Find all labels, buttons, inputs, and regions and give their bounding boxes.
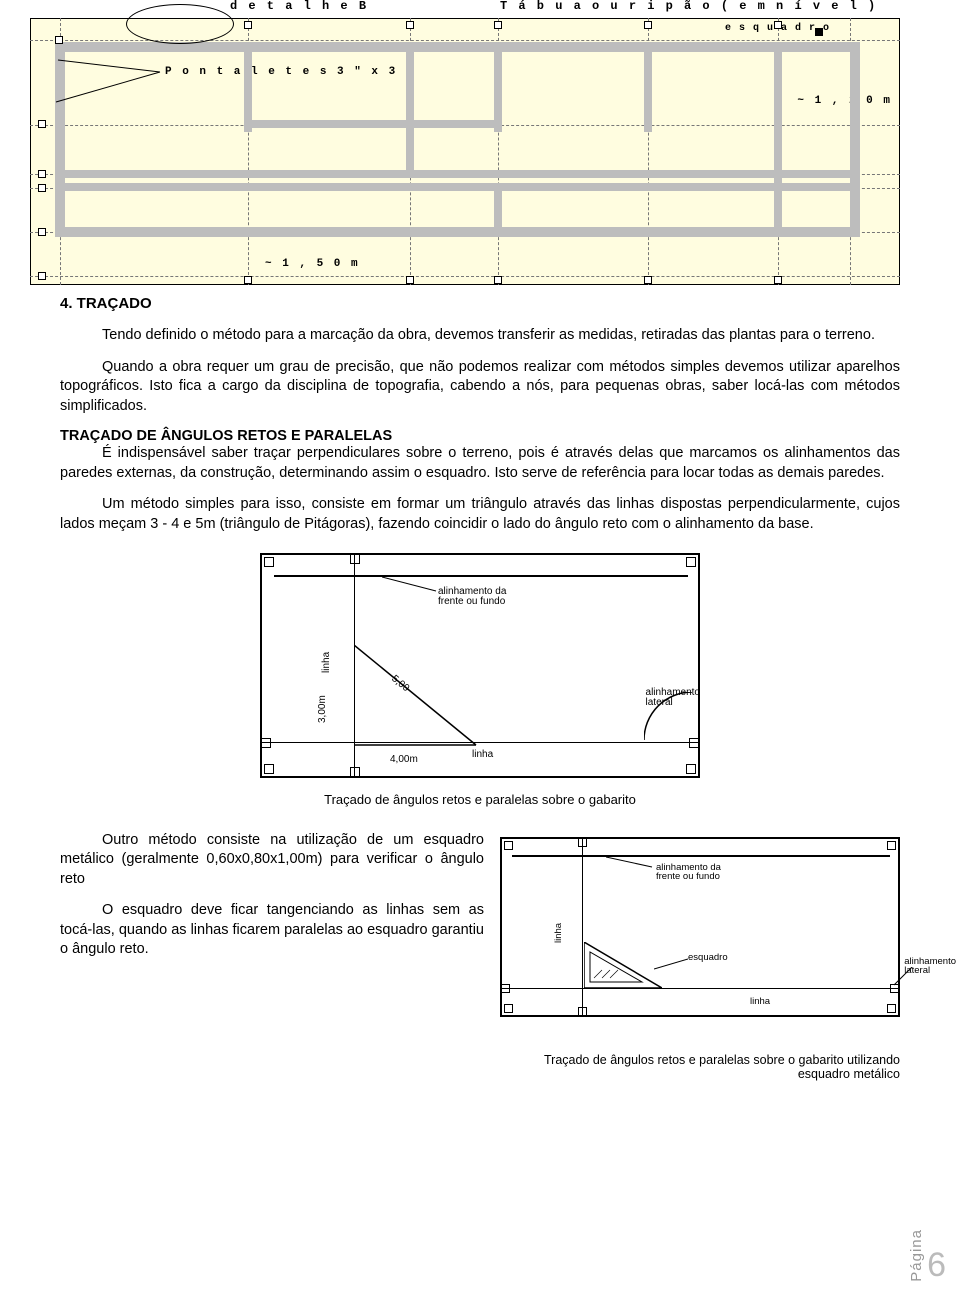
para-intro-2: Quando a obra requer um grau de precisão…: [60, 358, 900, 417]
section-heading-tracado: 4. TRAÇADO: [60, 295, 900, 312]
para-ang-2: Um método simples para isso, consiste em…: [60, 495, 900, 534]
top-technical-diagram: d e t a l h e B T á b u a o u r i p ã o …: [30, 0, 900, 285]
peg: [38, 272, 46, 280]
peg: [38, 184, 46, 192]
leader-icon: [892, 967, 912, 987]
mid-triangle-diagram: alinhamento da frente ou fundo linha 3,0…: [260, 553, 700, 778]
wall: [55, 170, 860, 178]
wall: [494, 186, 502, 232]
triangle-345-icon: [354, 645, 484, 750]
bottom-text-col: Outro método consiste na utilização de u…: [60, 831, 484, 972]
label-dim-bottom: ~ 1 , 5 0 m: [265, 258, 360, 270]
para-bottom-2: O esquadro deve ficar tangenciando as li…: [60, 901, 484, 960]
wall: [244, 120, 500, 128]
label-3m: 3,00m: [318, 695, 329, 723]
peg: [38, 228, 46, 236]
label-linha-h: linha: [472, 750, 493, 761]
page-number-value: 6: [927, 1248, 946, 1282]
label-linha-v: linha: [554, 922, 564, 942]
front-align: [512, 855, 890, 857]
leader-icon: [654, 957, 688, 971]
peg: [350, 767, 360, 777]
peg: [686, 557, 696, 567]
label-tabua: T á b u a o u r i p ã o ( e m n í v e l …: [500, 0, 877, 13]
leader-icon: [382, 575, 438, 593]
wall: [774, 42, 782, 237]
wall: [850, 42, 860, 237]
guide-h: [30, 276, 900, 277]
wall: [644, 42, 652, 132]
label-dim-right: ~ 1 , 2 0 m: [797, 95, 892, 107]
peg: [504, 841, 513, 850]
peg: [38, 120, 46, 128]
peg: [261, 738, 271, 748]
wall: [244, 42, 252, 132]
peg: [406, 21, 414, 29]
detalhe-b-ellipse: [126, 4, 234, 44]
peg: [774, 276, 782, 284]
peg: [494, 21, 502, 29]
page-number: Página 6: [908, 1229, 946, 1282]
peg: [774, 21, 782, 29]
peg: [264, 764, 274, 774]
para-ang-1: É indispensável saber traçar perpendicul…: [60, 444, 900, 483]
wall: [55, 227, 860, 237]
peg: [644, 276, 652, 284]
subheading-angulos: TRAÇADO DE ÂNGULOS RETOS E PARALELAS: [60, 428, 900, 444]
peg: [494, 276, 502, 284]
label-esquadro: esquadro: [688, 953, 728, 963]
esquadro-marker: [815, 28, 823, 36]
label-detalhe-b: d e t a l h e B: [230, 0, 368, 13]
esquadro-triangle-icon: [584, 942, 662, 988]
peg: [504, 1004, 513, 1013]
label-4m: 4,00m: [390, 755, 418, 766]
arrow-lines: [52, 58, 162, 106]
peg: [38, 170, 46, 178]
label-linha-v: linha: [322, 651, 333, 672]
page-number-label: Página: [908, 1229, 925, 1282]
peg: [350, 554, 360, 564]
peg: [686, 764, 696, 774]
peg: [244, 276, 252, 284]
peg: [887, 1004, 896, 1013]
peg: [644, 21, 652, 29]
caption-bottom-diagram: Traçado de ângulos retos e paralelas sob…: [500, 1053, 900, 1081]
wall: [494, 42, 502, 132]
wall: [406, 42, 414, 174]
front-align: [274, 575, 688, 577]
bottom-row: Outro método consiste na utilização de u…: [60, 831, 900, 1017]
hline: [502, 988, 898, 989]
peg: [264, 557, 274, 567]
caption-mid-diagram: Traçado de ângulos retos e paralelas sob…: [60, 792, 900, 807]
peg: [406, 276, 414, 284]
peg: [887, 841, 896, 850]
peg: [244, 21, 252, 29]
bottom-esquadro-diagram: alinhamento da frente ou fundo linha esq…: [500, 837, 900, 1017]
label-alin-frente: alinhamento da frente ou fundo: [438, 587, 506, 608]
label-alin-lateral: alinhamento lateral: [646, 688, 700, 709]
para-bottom-1: Outro método consiste na utilização de u…: [60, 831, 484, 890]
leader-icon: [606, 855, 654, 869]
label-alin-frente: alinhamento da frente ou fundo: [656, 863, 721, 883]
para-intro-1: Tendo definido o método para a marcação …: [60, 326, 900, 346]
wall: [55, 183, 860, 191]
peg: [55, 36, 63, 44]
label-pontaletes: P o n t a l e t e s 3 " x 3 ": [165, 66, 414, 78]
label-linha-h: linha: [750, 997, 770, 1007]
